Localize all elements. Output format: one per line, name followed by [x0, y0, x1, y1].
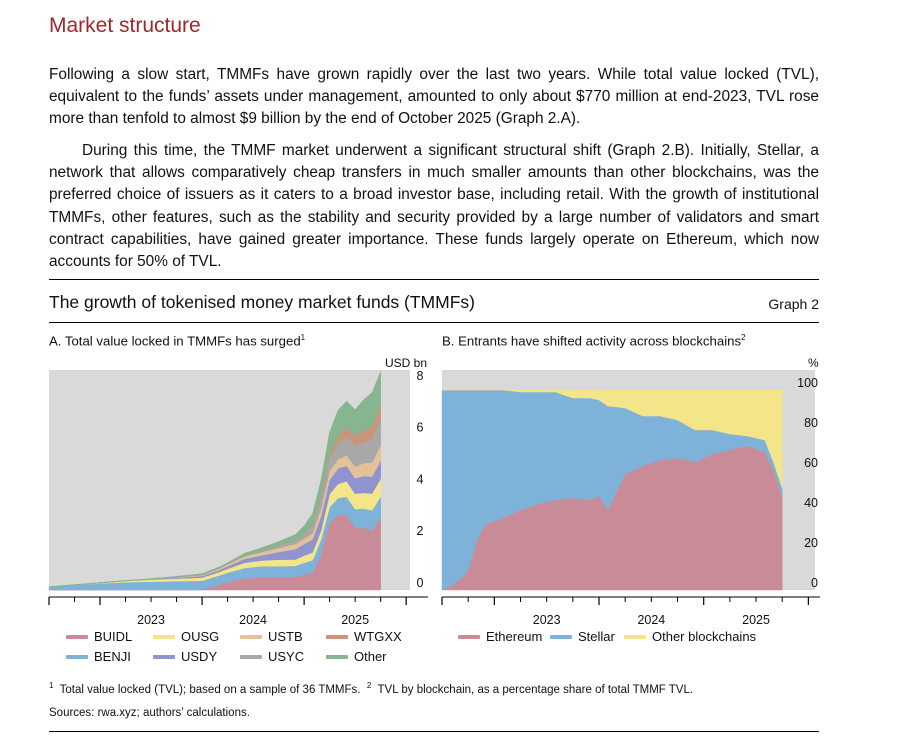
y-tick-label: 2: [417, 524, 424, 538]
y-tick-label: 40: [804, 496, 818, 510]
legend-item-buidl: BUIDL: [66, 629, 132, 644]
y-tick-label: 20: [804, 536, 818, 550]
graph-title-rule: [49, 322, 819, 323]
y-tick-label: 80: [804, 416, 818, 430]
legend-swatch: [66, 654, 88, 659]
footnote: 1 Total value locked (TVL); based on a s…: [49, 681, 694, 696]
legend-swatch: [550, 634, 572, 639]
legend-item-benji: BENJI: [66, 649, 131, 664]
legend-swatch: [153, 654, 175, 659]
legend-label: OUSG: [181, 629, 220, 644]
graph-title: The growth of tokenised money market fun…: [49, 292, 475, 312]
legend-item-ousg: OUSG: [153, 629, 219, 644]
legend-swatch: [66, 634, 88, 639]
legend-label: WTGXX: [354, 629, 402, 644]
panel-a-unit: USD bn: [385, 356, 428, 370]
legend-swatch: [458, 634, 480, 639]
section-title: Market structure: [49, 14, 201, 37]
y-tick-label: 4: [417, 472, 424, 486]
bottom-rule: [49, 731, 819, 732]
x-tick-label: 2025: [341, 613, 369, 627]
paragraph-1: Following a slow start, TMMFs have grown…: [49, 66, 819, 128]
x-tick-label: 2025: [742, 613, 770, 627]
panel-a-chart: 0 2 4 6 8 2023 2024 2025: [48, 369, 428, 627]
legend-swatch: [624, 634, 646, 639]
y-tick-label: 6: [417, 421, 424, 435]
x-tick-label: 2023: [137, 613, 165, 627]
legend-item-other-blockchains: Other blockchains: [624, 629, 756, 644]
legend-label: Stellar: [578, 629, 615, 644]
panel-b-unit: %: [808, 356, 819, 370]
paragraph-2: During this time, the TMMF market underw…: [49, 142, 819, 271]
legend-item-wtgxx: WTGXX: [326, 629, 402, 644]
area-other-blockchains: [442, 389, 783, 489]
sources: Sources: rwa.xyz; authors’ calculations.: [49, 707, 250, 719]
y-tick-label: 0: [811, 576, 818, 590]
legend-label: Other blockchains: [652, 629, 757, 644]
legend-item-ustb: USTB: [240, 629, 303, 644]
graph-label: Graph 2: [768, 296, 819, 312]
y-tick-label: 0: [417, 576, 424, 590]
legend-item-ethereum: Ethereum: [458, 629, 542, 644]
panel-a-title: A. Total value locked in TMMFs has surge…: [49, 333, 306, 349]
y-tick-label: 8: [417, 369, 424, 383]
top-rule: [49, 279, 819, 280]
legend-label: BENJI: [94, 649, 131, 664]
legend-label: BUIDL: [94, 629, 133, 644]
legend-swatch: [240, 654, 262, 659]
legend-swatch: [240, 634, 262, 639]
area-other: [48, 371, 381, 588]
legend-swatch: [326, 654, 348, 659]
legend-label: Ethereum: [486, 629, 543, 644]
legend-item-usdy: USDY: [153, 649, 217, 664]
legend-label: Other: [354, 649, 387, 664]
y-tick-label: 100: [797, 376, 818, 390]
legend-item-other: Other: [326, 649, 387, 664]
legend-swatch: [153, 634, 175, 639]
panel-b-chart: 0 20 40 60 80 100 2023 2024 2025: [441, 370, 820, 627]
legend-label: USTB: [268, 629, 303, 644]
y-tick-label: 60: [804, 456, 818, 470]
legend-item-usyc: USYC: [240, 649, 304, 664]
x-tick-label: 2024: [239, 613, 267, 627]
panel-b-title: B. Entrants have shifted activity across…: [442, 333, 746, 349]
legend-label: USDY: [181, 649, 218, 664]
legend-swatch: [326, 634, 348, 639]
legend-item-stellar: Stellar: [550, 629, 615, 644]
x-tick-label: 2024: [637, 613, 665, 627]
legend-label: USYC: [268, 649, 305, 664]
x-tick-label: 2023: [533, 613, 561, 627]
